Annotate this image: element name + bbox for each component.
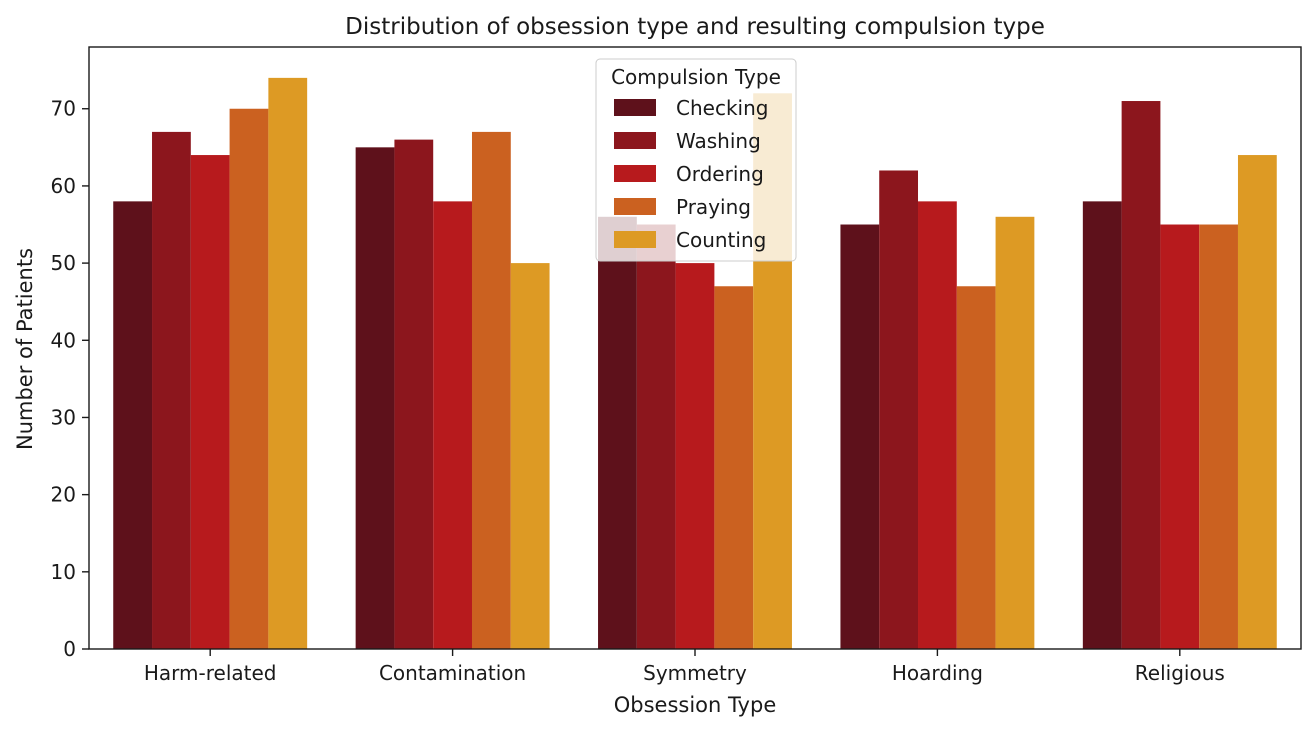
bar-praying-harm-related [229,108,269,649]
x-tick-label: Symmetry [643,661,747,685]
bars-layer [113,77,1277,650]
y-tick-label: 60 [51,174,76,198]
legend-label-praying: Praying [676,195,751,219]
bar-washing-harm-related [152,131,191,649]
y-tick-label: 10 [51,560,76,584]
y-axis-label: Number of Patients [13,248,37,450]
x-axis: Harm-related Contamination Symmetry Hoardin… [144,649,1225,685]
bar-praying-symmetry [714,286,754,649]
bar-checking-contamination [355,147,395,650]
bar-washing-contamination [394,139,434,649]
legend-swatch-counting [614,231,656,248]
x-axis-label: Obsession Type [614,693,777,717]
y-tick-label: 70 [51,97,76,121]
legend-swatch-checking [614,99,656,116]
legend-label-washing: Washing [676,129,761,153]
y-tick-label: 30 [51,405,76,429]
bar-checking-symmetry [598,216,637,650]
bar-checking-harm-related [113,201,153,649]
legend-swatch-ordering [614,165,656,182]
bar-checking-hoarding [840,224,880,649]
bar-counting-hoarding [995,216,1035,650]
legend-swatch-praying [614,198,656,215]
legend: Compulsion Type Checking Washing Ordering P… [595,58,797,262]
legend-title: Compulsion Type [611,65,781,89]
legend-label-ordering: Ordering [676,162,764,186]
legend-label-counting: Counting [676,228,766,252]
bar-ordering-hoarding [918,201,957,649]
legend-items: Checking Washing Ordering Praying Counting [614,96,768,252]
x-tick-label: Hoarding [892,661,983,685]
y-tick-label: 0 [63,637,76,661]
bar-ordering-religious [1160,224,1200,649]
bar-ordering-contamination [433,201,472,649]
bar-ordering-symmetry [675,263,715,649]
bar-praying-contamination [471,131,511,649]
legend-swatch-washing [614,132,656,149]
bar-washing-symmetry [636,224,676,649]
y-axis: 0 10 20 30 40 50 60 70 [51,97,89,661]
bar-washing-hoarding [879,170,919,649]
chart-title: Distribution of obsession type and resul… [345,14,1045,40]
bar-checking-religious [1082,201,1122,649]
x-tick-label: Religious [1135,661,1225,685]
y-tick-label: 50 [51,251,76,275]
x-tick-label: Contamination [379,661,526,685]
y-tick-label: 40 [51,328,76,352]
bar-washing-religious [1121,101,1161,650]
x-tick-label: Harm-related [144,661,277,685]
legend-label-checking: Checking [676,96,768,120]
bar-praying-hoarding [956,286,996,649]
y-tick-label: 20 [51,483,76,507]
bar-counting-harm-related [268,77,308,649]
bar-ordering-harm-related [190,155,230,650]
bar-counting-religious [1237,155,1277,650]
bar-praying-religious [1199,224,1238,649]
bar-counting-contamination [510,263,550,649]
